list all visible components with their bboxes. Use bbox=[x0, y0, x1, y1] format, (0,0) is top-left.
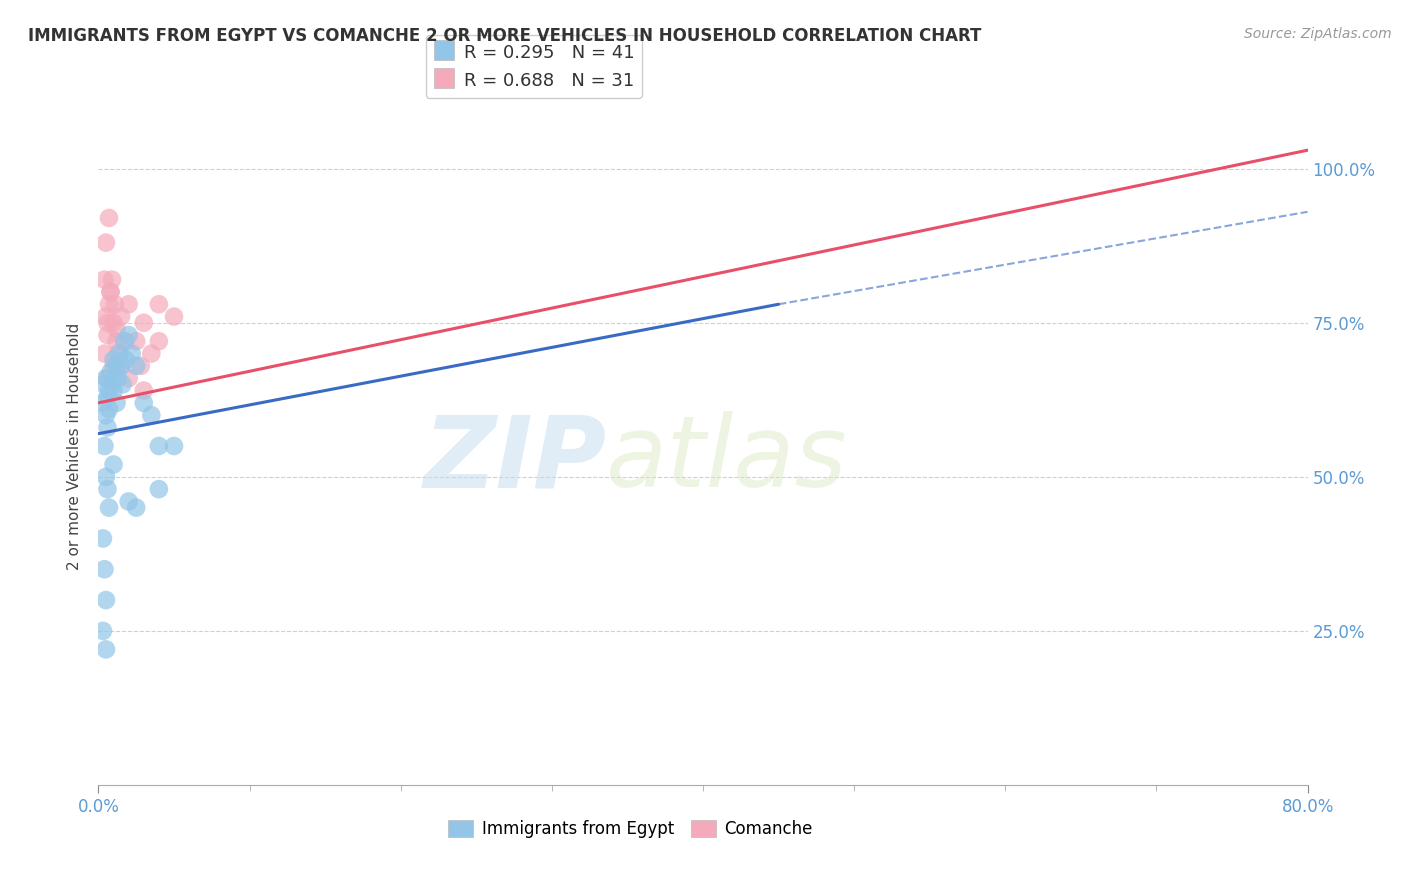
Text: atlas: atlas bbox=[606, 411, 848, 508]
Point bbox=[94, 642, 117, 657]
Point bbox=[105, 322, 128, 336]
Point bbox=[103, 458, 125, 472]
Point bbox=[132, 316, 155, 330]
Point bbox=[111, 377, 134, 392]
Point bbox=[94, 310, 117, 324]
Point bbox=[96, 420, 118, 434]
Point bbox=[125, 334, 148, 349]
Point bbox=[141, 408, 163, 422]
Point bbox=[96, 482, 118, 496]
Point bbox=[121, 346, 143, 360]
Point bbox=[148, 439, 170, 453]
Point bbox=[98, 211, 121, 225]
Point bbox=[93, 377, 115, 392]
Point bbox=[96, 328, 118, 343]
Text: ZIP: ZIP bbox=[423, 411, 606, 508]
Point bbox=[93, 562, 115, 576]
Point bbox=[93, 272, 115, 286]
Point bbox=[96, 316, 118, 330]
Point bbox=[96, 390, 118, 404]
Point bbox=[94, 470, 117, 484]
Point bbox=[114, 334, 136, 349]
Point bbox=[94, 235, 117, 250]
Point bbox=[125, 359, 148, 373]
Point bbox=[114, 352, 136, 367]
Point bbox=[103, 384, 125, 398]
Point bbox=[98, 384, 121, 398]
Point bbox=[103, 316, 125, 330]
Point bbox=[100, 285, 122, 299]
Point bbox=[141, 346, 163, 360]
Text: IMMIGRANTS FROM EGYPT VS COMANCHE 2 OR MORE VEHICLES IN HOUSEHOLD CORRELATION CH: IMMIGRANTS FROM EGYPT VS COMANCHE 2 OR M… bbox=[28, 27, 981, 45]
Point bbox=[132, 384, 155, 398]
Point bbox=[104, 371, 127, 385]
Point bbox=[98, 500, 121, 515]
Point bbox=[103, 352, 125, 367]
Point bbox=[118, 328, 141, 343]
Point bbox=[163, 310, 186, 324]
Point bbox=[91, 396, 114, 410]
Point bbox=[148, 334, 170, 349]
Point bbox=[91, 624, 114, 638]
Point bbox=[105, 396, 128, 410]
Point bbox=[101, 377, 124, 392]
Point bbox=[107, 371, 129, 385]
Y-axis label: 2 or more Vehicles in Household: 2 or more Vehicles in Household bbox=[67, 322, 83, 570]
Point bbox=[118, 494, 141, 508]
Point bbox=[132, 396, 155, 410]
Point bbox=[129, 359, 152, 373]
Point bbox=[163, 439, 186, 453]
Point bbox=[91, 532, 114, 546]
Point bbox=[101, 272, 124, 286]
Point bbox=[105, 334, 128, 349]
Point bbox=[125, 500, 148, 515]
Point bbox=[98, 402, 121, 417]
Point bbox=[108, 346, 131, 360]
Point bbox=[148, 482, 170, 496]
Point bbox=[103, 359, 125, 373]
Text: Source: ZipAtlas.com: Source: ZipAtlas.com bbox=[1244, 27, 1392, 41]
Point bbox=[94, 408, 117, 422]
Point bbox=[110, 310, 132, 324]
Point bbox=[118, 297, 141, 311]
Point bbox=[104, 297, 127, 311]
Point bbox=[94, 593, 117, 607]
Point bbox=[112, 334, 135, 349]
Legend: Immigrants from Egypt, Comanche: Immigrants from Egypt, Comanche bbox=[441, 813, 820, 845]
Point bbox=[93, 439, 115, 453]
Point bbox=[96, 371, 118, 385]
Point bbox=[107, 346, 129, 360]
Point bbox=[110, 359, 132, 373]
Point bbox=[94, 371, 117, 385]
Point bbox=[118, 371, 141, 385]
Point bbox=[148, 297, 170, 311]
Point bbox=[93, 346, 115, 360]
Point bbox=[100, 285, 122, 299]
Point bbox=[110, 359, 132, 373]
Point bbox=[98, 297, 121, 311]
Point bbox=[100, 365, 122, 379]
Point bbox=[105, 359, 128, 373]
